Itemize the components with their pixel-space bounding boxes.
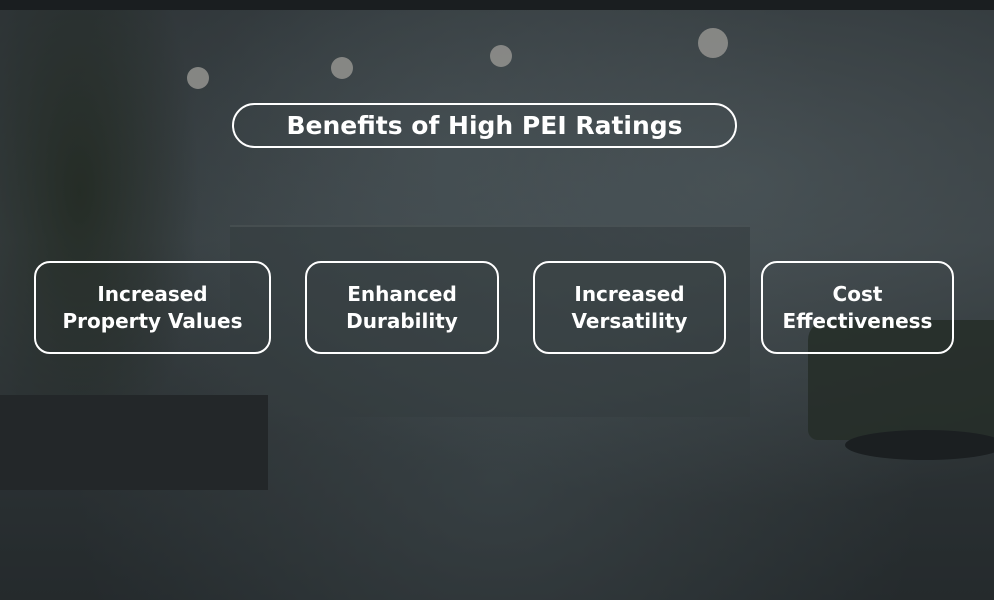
planter (0, 395, 268, 490)
benefit-line: Cost (832, 281, 883, 306)
benefit-line: Effectiveness (782, 308, 933, 333)
sofa (808, 320, 994, 440)
benefit-line: Durability (346, 308, 458, 333)
pendant-lamp (331, 57, 353, 79)
side-table (845, 430, 994, 460)
page-title: Benefits of High PEI Ratings (232, 103, 737, 148)
reception-counter (230, 225, 750, 417)
pendant-lamp (698, 28, 728, 58)
benefit-line: Enhanced (347, 281, 457, 306)
benefit-card-property-values: Increased Property Values (34, 261, 271, 354)
ceiling (0, 0, 994, 10)
benefit-line: Increased (574, 281, 685, 306)
benefit-card-cost-effectiveness: Cost Effectiveness (761, 261, 954, 354)
benefit-card-durability: Enhanced Durability (305, 261, 499, 354)
benefit-line: Increased (97, 281, 208, 306)
pendant-lamp (187, 67, 209, 89)
pendant-lamp (490, 45, 512, 67)
benefit-line: Versatility (571, 308, 688, 333)
benefit-card-versatility: Increased Versatility (533, 261, 726, 354)
benefit-line: Property Values (62, 308, 243, 333)
